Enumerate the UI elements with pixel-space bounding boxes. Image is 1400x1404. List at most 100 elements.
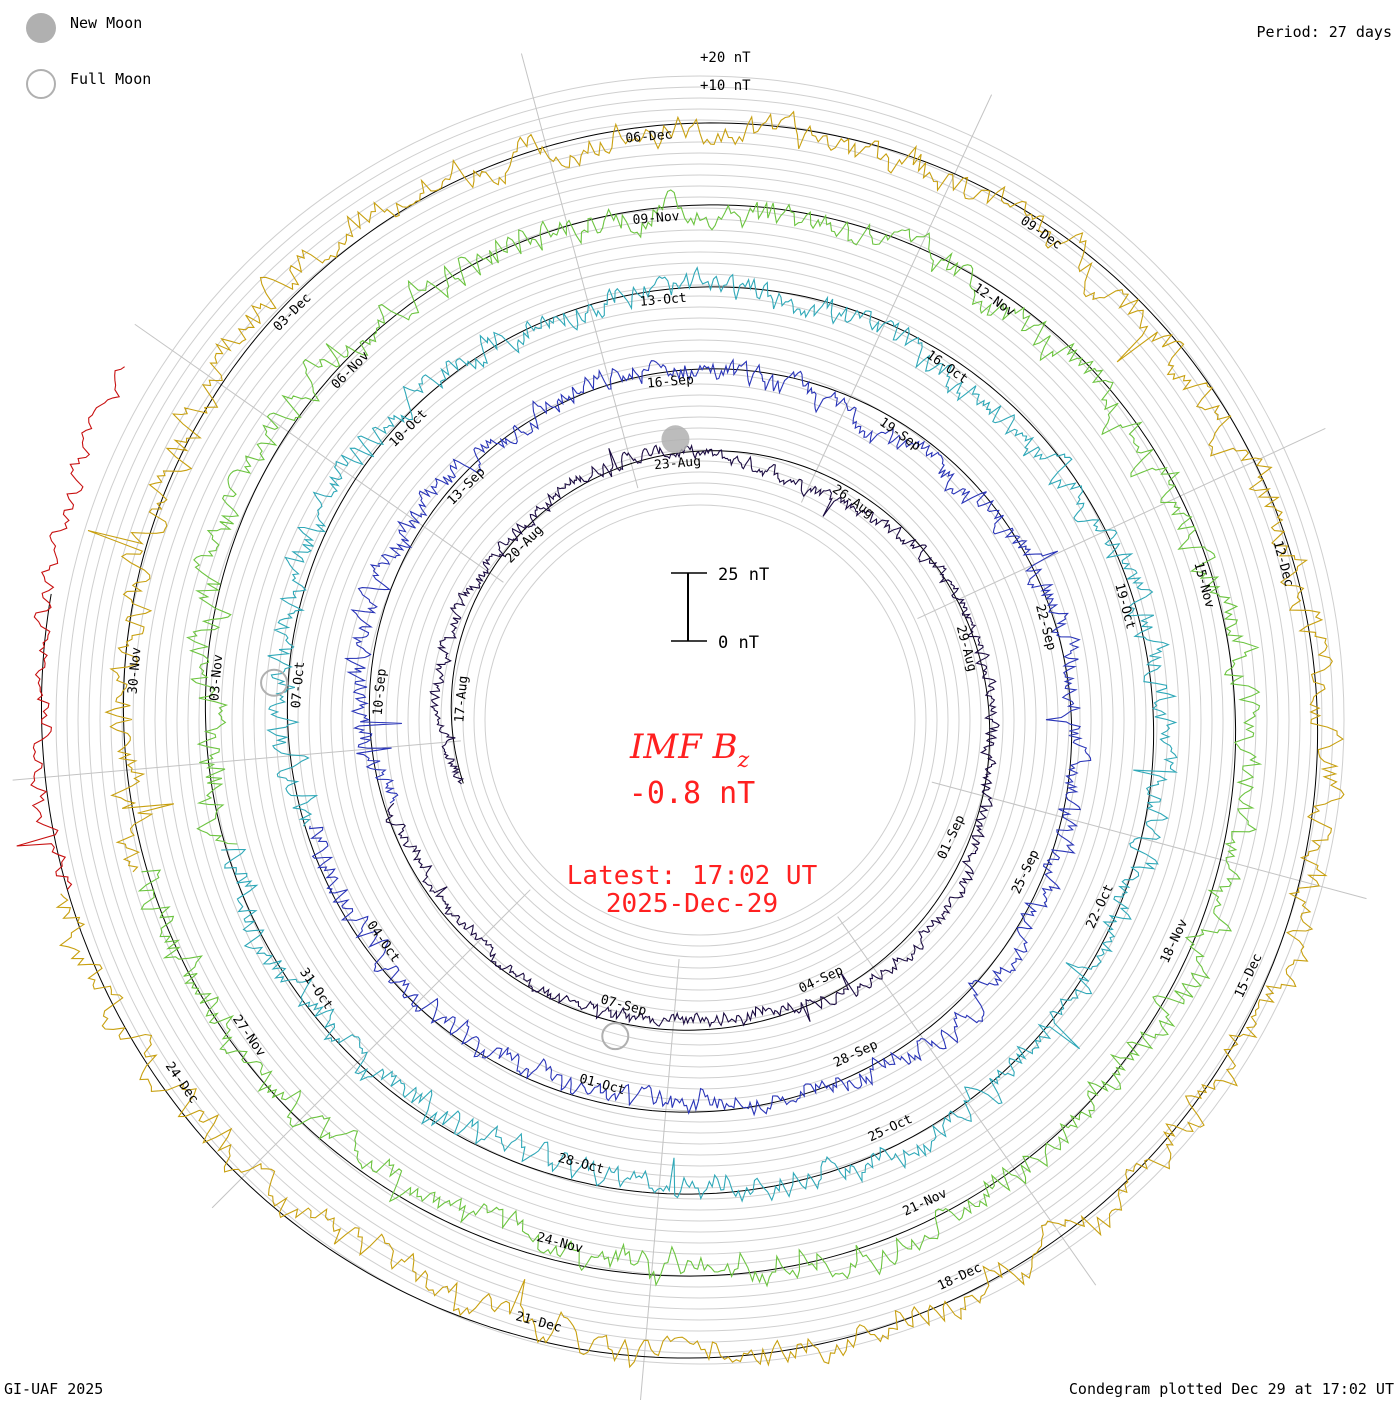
- date-label: 09-Dec: [1017, 214, 1064, 253]
- grid-ring: [253, 273, 1147, 1167]
- grid-ring: [297, 317, 1103, 1123]
- date-label: 13-Oct: [639, 291, 687, 310]
- grid-ring: [99, 119, 1301, 1321]
- grid-ring: [220, 240, 1180, 1200]
- series-trace-2: [308, 358, 1092, 1117]
- new-moon-icon: [26, 13, 56, 43]
- date-label: 22-Sep: [1032, 603, 1059, 652]
- grid-ring: [77, 97, 1323, 1343]
- date-label: 17-Aug: [452, 675, 471, 723]
- zero-baseline-spiral: [41, 122, 1319, 1359]
- day-spoke: [12, 740, 461, 781]
- grid-ring: [187, 207, 1213, 1233]
- series-trace-6: [16, 366, 125, 890]
- grid-ring: [132, 152, 1268, 1288]
- grid-ring: [209, 229, 1191, 1211]
- grid-ring: [308, 328, 1092, 1112]
- scale-bar-bottom-label: 0 nT: [718, 633, 759, 653]
- day-spoke: [800, 94, 993, 503]
- moon-legend: New Moon Full Moon: [26, 13, 151, 99]
- data-series: [16, 110, 1345, 1369]
- moon-markers: [260, 425, 690, 1051]
- baseline-rings: [41, 122, 1319, 1359]
- grid-ring: [396, 416, 1004, 1024]
- grid-ring: [473, 493, 927, 947]
- date-label: 16-Oct: [923, 348, 970, 387]
- new-moon-label: New Moon: [70, 14, 142, 32]
- grid-ring: [440, 460, 960, 980]
- grid-ring: [374, 394, 1026, 1046]
- full-moon-marker: [601, 1022, 630, 1051]
- date-label: 21-Nov: [901, 1186, 950, 1220]
- date-label: 26-Aug: [829, 482, 876, 521]
- scale-bar-top-label: 25 nT: [718, 565, 769, 585]
- grid-ring: [55, 75, 1345, 1365]
- date-label: 29-Aug: [953, 624, 980, 673]
- new-moon-marker: [661, 425, 690, 454]
- date-label: 07-Oct: [289, 661, 308, 709]
- date-label: 16-Sep: [646, 372, 694, 391]
- grid-ring: [462, 482, 938, 958]
- date-label: 10-Sep: [371, 668, 390, 716]
- date-label: 28-Oct: [556, 1151, 605, 1178]
- series-trace-1: [385, 443, 1000, 1028]
- date-label: 06-Dec: [625, 127, 673, 146]
- day-spoke: [211, 889, 531, 1209]
- grid-ring: [341, 361, 1059, 1079]
- date-label: 04-Oct: [363, 918, 402, 965]
- series-trace-4: [137, 189, 1263, 1288]
- day-spoke: [639, 959, 680, 1404]
- grid-ring: [429, 449, 971, 991]
- footer-plot-time: Condegram plotted Dec 29 at 17:02 UT: [1068, 1380, 1394, 1398]
- full-moon-marker: [260, 668, 289, 697]
- grid-ring: [385, 405, 1015, 1035]
- period-label: Period: 27 days: [1256, 23, 1392, 41]
- day-spoke: [134, 323, 504, 583]
- date-label: 03-Nov: [207, 654, 226, 702]
- center-title: IMF Bz: [629, 727, 750, 773]
- grid-ring: [319, 339, 1081, 1101]
- grid-ring: [165, 185, 1235, 1255]
- grid-ring: [363, 383, 1037, 1057]
- day-spoke: [520, 53, 639, 489]
- date-label: 30-Nov: [126, 646, 145, 694]
- grid-ring: [275, 295, 1125, 1145]
- grid-rings: [55, 75, 1345, 1365]
- scale-second-label: +10 nT: [700, 78, 751, 94]
- date-label: 25-Oct: [866, 1112, 915, 1145]
- date-label: 23-Aug: [654, 454, 702, 473]
- date-label: 12-Dec: [1270, 539, 1297, 588]
- date-label: 19-Oct: [1111, 582, 1138, 631]
- full-moon-label: Full Moon: [70, 70, 151, 88]
- grid-ring: [154, 174, 1246, 1266]
- day-spoke: [917, 427, 1326, 620]
- date-label: 09-Nov: [632, 209, 680, 228]
- date-label: 04-Sep: [797, 963, 846, 997]
- grid-ring: [176, 196, 1224, 1244]
- grid-ring: [484, 504, 916, 936]
- grid-ring: [242, 262, 1158, 1178]
- latest-date: 2025-Dec-29: [606, 889, 778, 919]
- center-title-sub: z: [737, 748, 750, 773]
- full-moon-icon: [26, 69, 56, 99]
- center-title-main: IMF B: [629, 727, 738, 767]
- day-spoke: [931, 781, 1367, 900]
- grid-ring: [110, 130, 1290, 1310]
- date-label: 27-Nov: [229, 1012, 268, 1059]
- grid-ring: [121, 141, 1279, 1299]
- latest-time: Latest: 17:02 UT: [567, 861, 818, 891]
- center-readout: IMF Bz -0.8 nT Latest: 17:02 UT 2025-Dec…: [567, 727, 818, 919]
- grid-ring: [418, 438, 982, 1002]
- day-spokes: [12, 53, 1367, 1404]
- scale-bar: 25 nT 0 nT: [671, 565, 769, 653]
- grid-ring: [264, 284, 1136, 1156]
- series-trace-3: [221, 266, 1178, 1203]
- series-trace-5: [55, 110, 1345, 1369]
- center-value: -0.8 nT: [629, 776, 755, 811]
- grid-ring: [66, 86, 1334, 1354]
- scale-top-label: +20 nT: [700, 50, 751, 66]
- footer-credit: GI-UAF 2025: [4, 1380, 104, 1398]
- date-label: 07-Sep: [599, 992, 648, 1019]
